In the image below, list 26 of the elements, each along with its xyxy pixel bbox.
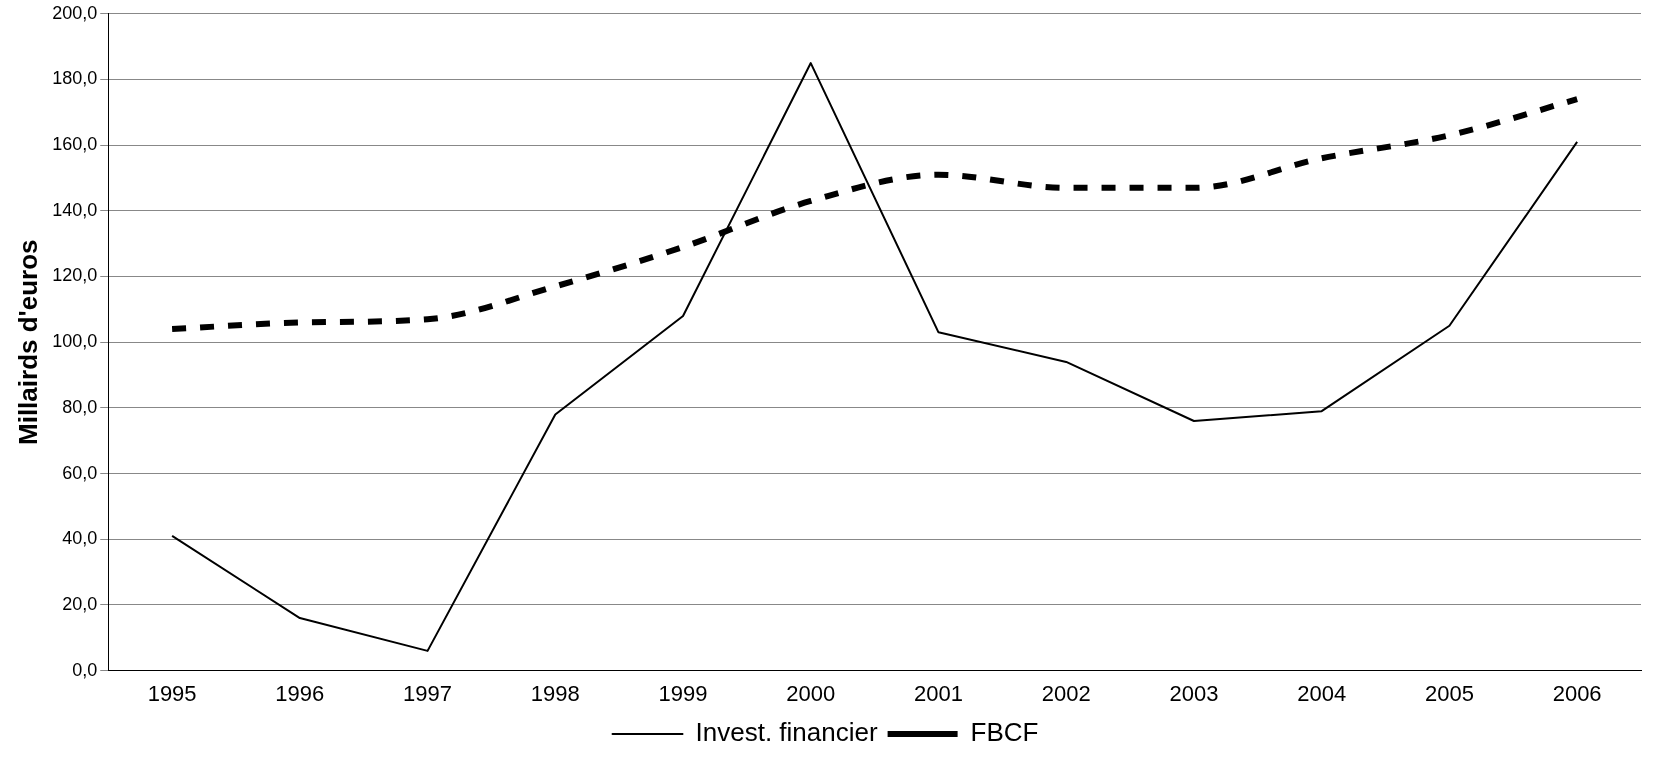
legend-label: Invest. financier: [695, 717, 878, 748]
y-tick-label: 120,0: [52, 265, 98, 286]
y-tick-label: 20,0: [62, 593, 98, 614]
x-tick-label: 2005: [1424, 680, 1474, 706]
y-tick-label: 200,0: [52, 2, 98, 23]
y-tick-label: 180,0: [52, 68, 98, 89]
x-tick-label: 2004: [1297, 680, 1347, 706]
legend-label: FBCF: [970, 717, 1039, 748]
y-tick-label: 140,0: [52, 199, 98, 220]
y-tick-label: 160,0: [52, 134, 98, 155]
y-axis-title: Millairds d'euros: [12, 239, 43, 445]
x-tick-label: 1995: [147, 680, 197, 706]
x-tick-label: 1996: [275, 680, 325, 706]
x-tick-label: 2003: [1169, 680, 1219, 706]
x-tick-label: 1998: [530, 680, 580, 706]
x-tick-label: 2006: [1552, 680, 1602, 706]
y-tick-label: 40,0: [62, 528, 98, 549]
x-tick-label: 1997: [403, 680, 453, 706]
x-tick-label: 2000: [786, 680, 836, 706]
y-tick-label: 60,0: [62, 462, 98, 483]
y-tick-label: 100,0: [52, 331, 98, 352]
x-tick-label: 2001: [914, 680, 963, 706]
x-tick-label: 2002: [1041, 680, 1091, 706]
y-tick-label: 0,0: [72, 659, 98, 680]
x-tick-label: 1999: [658, 680, 708, 706]
y-tick-label: 80,0: [62, 396, 98, 417]
